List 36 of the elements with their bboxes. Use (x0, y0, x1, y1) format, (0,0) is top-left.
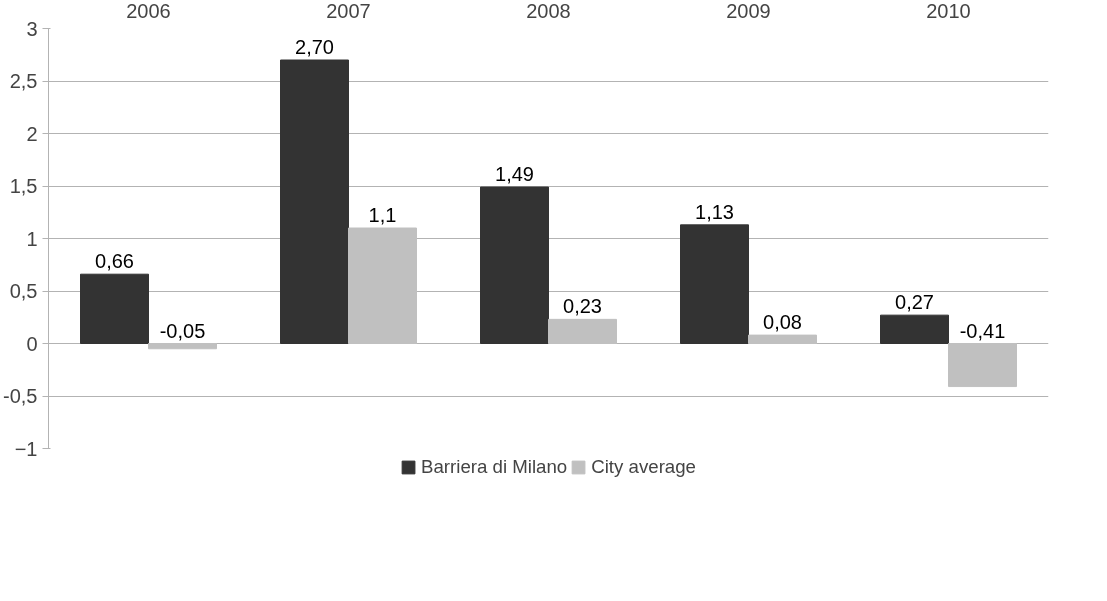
legend-label: City average (591, 456, 696, 478)
bar (748, 334, 817, 344)
data-label: 2,70 (295, 36, 334, 58)
data-label: 1,1 (368, 204, 397, 226)
bar (280, 59, 349, 344)
legend-label: Barriera di Milano (421, 456, 568, 478)
data-label: 0,66 (95, 250, 134, 273)
y-tick-label: 1,5 (9, 175, 38, 197)
data-label: 0,23 (563, 295, 602, 318)
x-tick-label: 2009 (726, 0, 771, 22)
y-tick-label: 3 (26, 17, 38, 40)
data-label: 0,08 (763, 311, 802, 334)
y-tick-label: -0,5 (3, 385, 38, 407)
y-tick-label: 1 (26, 227, 38, 250)
bar (148, 343, 217, 350)
data-label: 0,27 (895, 291, 934, 314)
y-tick-label: 0 (26, 332, 38, 355)
bar (480, 186, 549, 344)
y-tick-label: −1 (14, 437, 38, 460)
x-tick-label: 2008 (526, 0, 571, 22)
data-label: 1,49 (495, 163, 534, 186)
y-tick-label: 2 (26, 122, 38, 145)
x-tick-label: 2010 (926, 0, 971, 22)
bar (548, 318, 617, 344)
y-tick-label: 0,5 (9, 280, 38, 302)
y-tick-label: 2,5 (9, 70, 38, 92)
data-label: -0,41 (959, 319, 1006, 342)
bar (880, 314, 949, 344)
bar (80, 273, 149, 344)
bar (348, 227, 417, 344)
x-tick-label: 2006 (126, 0, 171, 22)
bar (948, 343, 1017, 388)
x-tick-label: 2007 (326, 0, 371, 22)
bar (680, 224, 749, 344)
data-label: 1,13 (695, 200, 734, 223)
data-label: -0,05 (159, 319, 206, 342)
